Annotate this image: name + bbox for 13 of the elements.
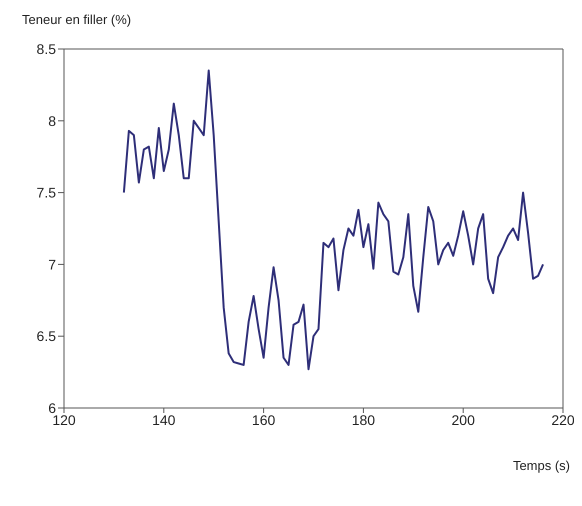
x-tick-label: 220	[551, 412, 575, 428]
x-tick-label: 160	[252, 412, 276, 428]
x-tick-label: 200	[452, 412, 476, 428]
y-axis-title: Teneur en filler (%)	[22, 12, 132, 27]
x-tick-label: 180	[352, 412, 376, 428]
y-tick-label: 8	[48, 112, 56, 129]
y-tick-label: 6.5	[36, 328, 56, 344]
x-axis-title: Temps (s)	[512, 458, 570, 473]
y-tick-label: 7.5	[36, 184, 56, 201]
y-tick-label: 8.5	[36, 40, 56, 57]
line-series	[122, 70, 544, 370]
y-tick-label: 7	[48, 256, 56, 272]
x-tick-label: 140	[152, 412, 176, 428]
